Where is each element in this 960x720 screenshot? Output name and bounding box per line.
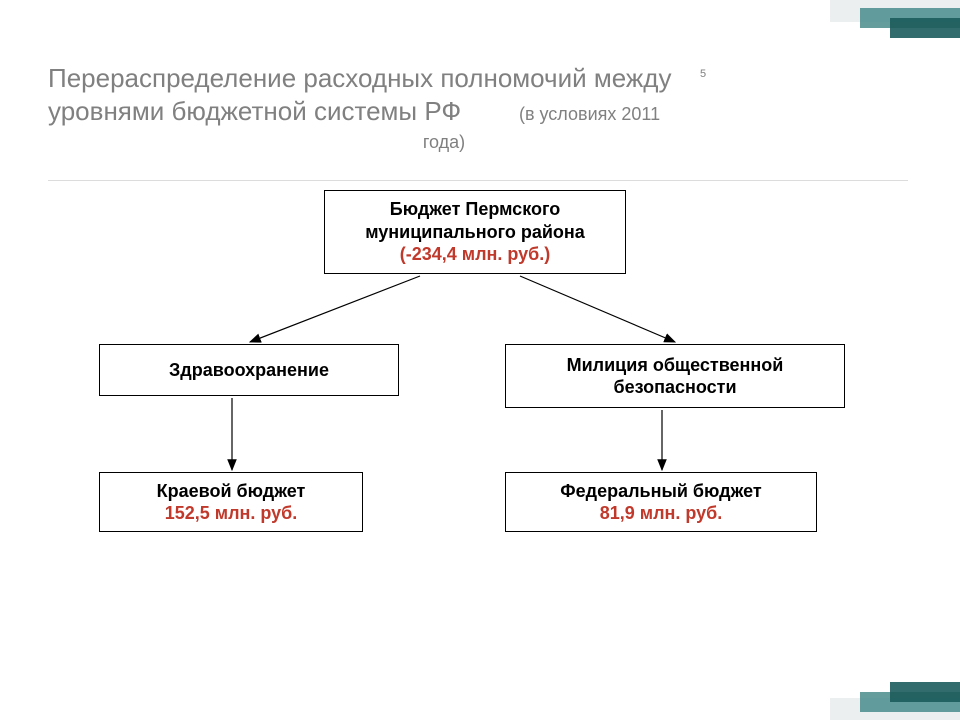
flow-node-right_bot: Федеральный бюджет81,9 млн. руб.: [505, 472, 817, 532]
flow-node-text: муниципального района: [365, 221, 585, 244]
title-line2-main: уровнями бюджетной системы РФ: [48, 96, 461, 126]
deco-band: [890, 18, 960, 38]
slide-title: Перераспределение расходных полномочий м…: [48, 62, 840, 154]
flow-edge: [250, 276, 420, 342]
flow-node-right_mid: Милиция общественнойбезопасности: [505, 344, 845, 408]
flow-node-left_bot: Краевой бюджет152,5 млн. руб.: [99, 472, 363, 532]
flow-node-value: (-234,4 млн. руб.): [400, 243, 551, 266]
flow-node-text: безопасности: [613, 376, 736, 399]
flow-node-text: Здравоохранение: [169, 359, 329, 382]
flow-node-left_mid: Здравоохранение: [99, 344, 399, 396]
flow-node-text: Краевой бюджет: [157, 480, 306, 503]
title-line3: года): [48, 131, 840, 154]
flow-node-text: Милиция общественной: [567, 354, 784, 377]
flow-node-root: Бюджет Пермскогомуниципального района(-2…: [324, 190, 626, 274]
deco-band: [890, 682, 960, 702]
flow-node-text: Федеральный бюджет: [560, 480, 761, 503]
flow-node-value: 152,5 млн. руб.: [165, 502, 298, 525]
flow-node-text: Бюджет Пермского: [390, 198, 560, 221]
title-line2-sub: (в условиях 2011: [519, 104, 660, 124]
flow-node-value: 81,9 млн. руб.: [600, 502, 723, 525]
title-rule: [48, 180, 908, 181]
title-line1: Перераспределение расходных полномочий м…: [48, 63, 671, 93]
flow-edge: [520, 276, 675, 342]
